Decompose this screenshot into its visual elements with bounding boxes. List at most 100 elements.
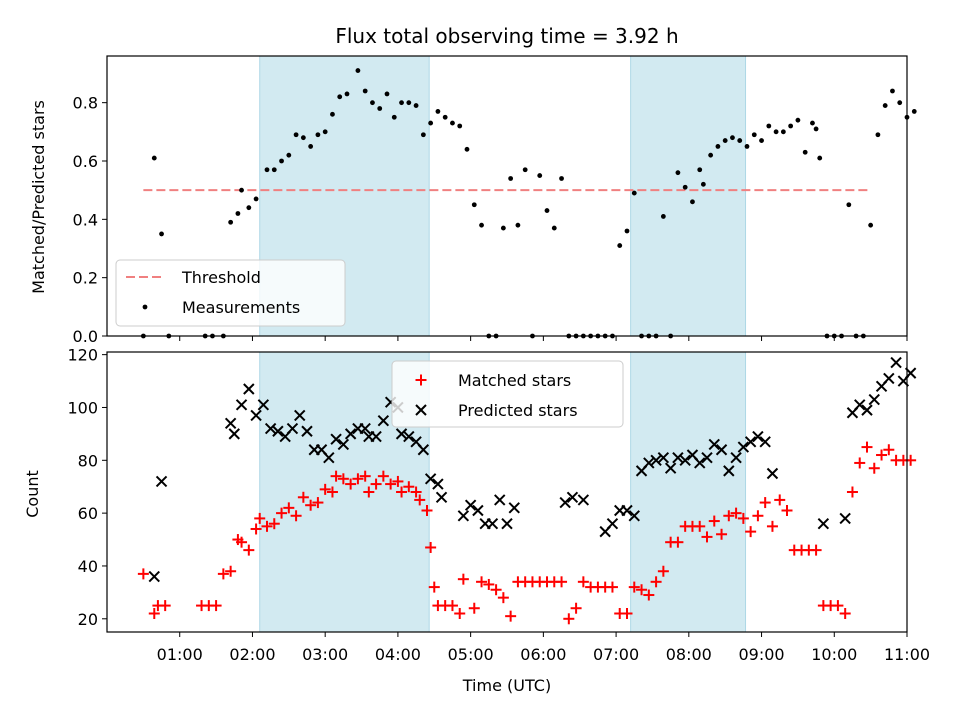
bottom-y-tick-label-0: 20 (78, 610, 98, 629)
measurements-point-11 (253, 196, 259, 202)
measurements-point-66 (660, 214, 666, 219)
measurements-point-8 (235, 211, 241, 216)
predicted-stars-point-8 (264, 422, 277, 435)
predicted-stars-point-72-b (854, 399, 866, 411)
predicted-stars-point-64 (737, 441, 750, 453)
measurements-point-87 (810, 120, 815, 126)
matched-stars-point-6 (210, 600, 222, 612)
x-axis-label: Time (UTC) (462, 676, 551, 695)
predicted-stars-point-51 (643, 457, 655, 469)
measurements-point-71 (697, 167, 703, 173)
measurements-point-80-shape (759, 138, 764, 143)
matched-stars-point-31 (377, 470, 389, 482)
matched-stars-point-40 (428, 581, 440, 593)
predicted-stars-point-21-b (359, 422, 371, 435)
matched-stars-point-43 (446, 600, 458, 612)
measurements-point-60 (617, 243, 623, 248)
predicted-stars-point-76 (883, 372, 895, 385)
predicted-stars-point-9-b (272, 425, 284, 437)
matched-stars-point-27 (352, 473, 364, 485)
matched-stars-point-97 (839, 608, 851, 620)
measurements-point-61-shape (624, 228, 630, 234)
measurements-point-30-shape (399, 100, 404, 106)
matched-stars-point-46 (468, 602, 480, 614)
predicted-stars-point-1-b (155, 475, 168, 488)
predicted-stars-point-60-b (708, 438, 720, 451)
x-tick-label-3: 04:00 (375, 645, 421, 664)
measurements-point-14-shape (279, 158, 284, 164)
measurements-point-52 (559, 176, 564, 181)
matched-stars-point-100 (861, 441, 873, 453)
legend-predicted-swatch (415, 404, 427, 416)
measurements-point-83-shape (780, 129, 786, 135)
measurements-point-79-shape (751, 132, 757, 138)
predicted-stars-point-5-b (243, 383, 255, 395)
measurements-point-86 (802, 149, 808, 155)
matched-stars-point-47 (476, 576, 488, 588)
measurements-point-29 (391, 114, 397, 120)
measurements-point-100-shape (897, 100, 903, 106)
matched-stars-point-1 (148, 608, 160, 620)
measurements-point-88-shape (813, 126, 819, 132)
measurements-point-74 (715, 144, 721, 149)
predicted-stars-point-42-b (559, 496, 571, 509)
measurements-point-70-shape (690, 199, 695, 205)
predicted-stars-point-68 (766, 467, 779, 480)
predicted-stars-point-0-b (148, 570, 160, 583)
measurements-point-10 (246, 205, 252, 211)
predicted-stars-point-18-b (337, 438, 350, 451)
matched-stars-point-35 (403, 481, 415, 493)
matched-stars-point-84 (745, 526, 757, 538)
measurements-point-18-shape (308, 144, 314, 149)
measurements-point-73 (708, 152, 714, 158)
matched-stars-point-86 (759, 497, 771, 509)
bottom-legend: Matched stars Predicted stars (391, 360, 624, 428)
measurements-point-21-shape (330, 111, 335, 117)
measurements-point-45 (508, 176, 514, 181)
predicted-stars-point-21 (359, 422, 371, 435)
measurements-point-39 (464, 146, 470, 152)
measurements-point-38-shape (457, 123, 463, 129)
matched-stars-point-83 (737, 512, 749, 524)
matched-stars-point-98 (846, 486, 858, 498)
measurements-point-79 (751, 132, 757, 138)
predicted-stars-point-4 (235, 399, 248, 411)
measurements-point-44 (500, 225, 506, 231)
legend-threshold-label: Threshold (181, 268, 261, 287)
matched-stars-point-69 (636, 584, 648, 596)
measurements-point-7 (228, 219, 234, 225)
bottom-y-tick-label-1: 40 (78, 557, 98, 576)
matched-stars-point-99 (854, 457, 866, 469)
measurements-point-34 (428, 120, 434, 126)
predicted-stars-point-58-b (694, 457, 706, 469)
measurements-point-41-shape (479, 222, 484, 228)
legend-measurements-swatch (142, 304, 148, 310)
predicted-stars-point-15-b (315, 444, 328, 456)
measurements-point-9 (239, 187, 244, 193)
predicted-stars-point-76-b (883, 372, 895, 385)
measurements-point-97 (875, 132, 881, 138)
matched-stars-point-68 (628, 581, 640, 593)
predicted-stars-point-7-b (257, 399, 270, 411)
predicted-stars-point-63-b (730, 451, 742, 464)
predicted-stars-point-40-b (501, 517, 513, 530)
measurements-point-98-shape (882, 103, 888, 108)
matched-stars-point-30 (370, 478, 382, 490)
measurements-point-20 (322, 129, 328, 135)
measurements-point-10-shape (246, 205, 252, 211)
top-legend-box (115, 259, 346, 327)
measurements-point-84 (788, 123, 794, 129)
measurements-point-62-shape (631, 190, 637, 196)
matched-stars-point-37 (414, 494, 426, 506)
measurements-point-71-shape (697, 167, 703, 173)
measurements-point-77 (737, 138, 743, 143)
top-legend: Threshold Measurements (115, 259, 346, 327)
predicted-stars-point-31-b (424, 473, 437, 485)
predicted-stars-point-16-b (323, 451, 335, 464)
measurements-point-51-shape (551, 225, 557, 231)
measurements-point-8-shape (235, 211, 241, 216)
predicted-stars-point-35-b (464, 499, 477, 511)
matched-stars-point-17 (283, 502, 295, 514)
measurements-point-41 (479, 222, 484, 228)
measurements-point-37-shape (450, 120, 455, 126)
